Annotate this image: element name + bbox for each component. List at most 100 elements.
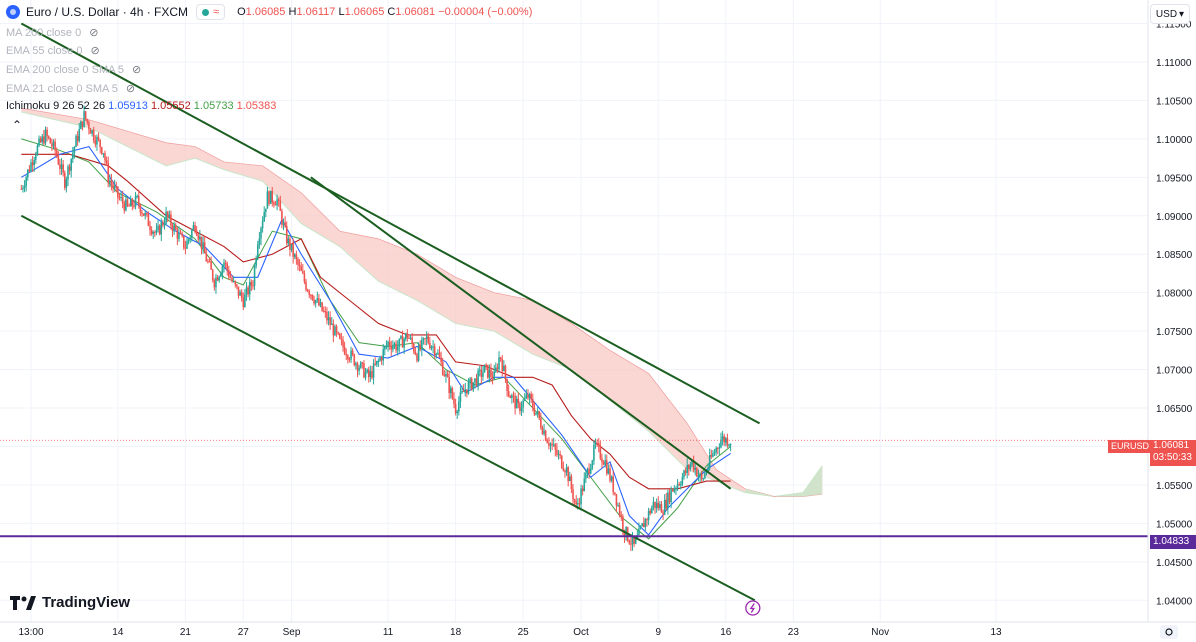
candle-body xyxy=(250,281,253,286)
alert-flash-icon[interactable] xyxy=(745,600,761,616)
candle-body xyxy=(449,388,452,394)
candle-body xyxy=(47,136,50,139)
tradingview-logo[interactable]: TradingView xyxy=(10,594,130,611)
candle-body xyxy=(171,225,174,232)
candle-body xyxy=(562,467,565,471)
support-level-tag: 1.04833 xyxy=(1150,535,1196,549)
candle-body xyxy=(697,475,700,477)
candle-body xyxy=(195,230,198,236)
grid-layer xyxy=(0,0,1148,622)
candle-body xyxy=(503,365,505,371)
candle-body xyxy=(226,263,229,271)
candle-body xyxy=(109,180,111,183)
candle-body xyxy=(141,212,143,214)
candle-body xyxy=(144,213,146,216)
candle-body xyxy=(602,462,605,465)
indicator-ma200[interactable]: MA 200 close 0 ⊘ xyxy=(6,27,99,39)
candle-body xyxy=(289,238,291,251)
indicator-ema55[interactable]: EMA 55 close 0 ⊘ xyxy=(6,45,100,57)
candle-body xyxy=(240,292,243,298)
candle-body xyxy=(35,154,37,160)
candle-body xyxy=(605,460,608,474)
candle-body xyxy=(712,453,714,457)
candle-body xyxy=(73,147,76,153)
candle-body xyxy=(549,443,552,446)
candle-body xyxy=(372,363,375,378)
currency-button[interactable]: USD ▾ xyxy=(1150,4,1190,24)
candle-body xyxy=(252,285,254,287)
y-tick-label: 1.09000 xyxy=(1156,212,1193,223)
indicator-ichimoku[interactable]: Ichimoku 9 26 52 26 1.05913 1.05552 1.05… xyxy=(6,100,277,112)
candle-body xyxy=(490,369,492,377)
candle-body xyxy=(208,261,211,263)
candle-body xyxy=(604,460,606,465)
candle-body xyxy=(80,121,82,129)
candle-body xyxy=(295,254,298,260)
candle-body xyxy=(536,411,539,413)
eye-hidden-icon[interactable]: ⊘ xyxy=(132,64,142,76)
candle-body xyxy=(255,258,257,266)
candle-body xyxy=(416,354,418,361)
candle-body xyxy=(480,369,483,377)
eye-hidden-icon[interactable]: ⊘ xyxy=(125,83,136,95)
candle-body xyxy=(488,369,491,378)
eye-hidden-icon[interactable]: ⊘ xyxy=(90,45,100,57)
candle-body xyxy=(631,537,634,545)
market-status-badge[interactable]: ≈ xyxy=(196,4,226,20)
collapse-legend-icon[interactable]: ⌃ xyxy=(12,118,23,132)
candle-body xyxy=(437,352,439,354)
candle-body xyxy=(274,204,277,206)
candle-body xyxy=(421,339,423,350)
candle-body xyxy=(662,512,664,515)
candle-body xyxy=(544,430,547,441)
candle-body xyxy=(366,369,368,373)
candle-body xyxy=(163,223,166,226)
eye-hidden-icon[interactable]: ⊘ xyxy=(89,27,99,39)
y-tick-label: 1.07000 xyxy=(1156,366,1193,377)
candle-body xyxy=(538,411,541,419)
candle-body xyxy=(686,465,688,473)
candle-body xyxy=(335,326,338,333)
candle-body xyxy=(527,394,529,399)
candle-body xyxy=(136,195,138,197)
candle-body xyxy=(522,400,524,408)
cloud-span-b xyxy=(21,107,823,497)
candle-body xyxy=(581,488,584,491)
candle-body xyxy=(548,443,550,446)
y-tick-label: 1.06500 xyxy=(1156,404,1193,415)
candle-body xyxy=(199,236,201,240)
chevron-down-icon: ▾ xyxy=(1179,8,1185,20)
candle-body xyxy=(107,162,109,183)
settings-icon[interactable] xyxy=(1160,625,1178,639)
candle-body xyxy=(720,439,722,448)
upper-channel-line[interactable] xyxy=(20,22,761,425)
candle-body xyxy=(203,242,206,254)
indicator-ema200[interactable]: EMA 200 close 0 SMA 5 ⊘ xyxy=(6,64,142,76)
candle-body xyxy=(279,200,282,211)
candle-body xyxy=(628,540,631,544)
candle-body xyxy=(337,332,339,334)
candle-body xyxy=(641,523,643,527)
candle-body xyxy=(298,264,301,267)
candle-body xyxy=(139,204,142,213)
candle-body xyxy=(707,467,709,472)
candle-body xyxy=(671,489,674,492)
candle-body xyxy=(412,343,415,352)
candle-body xyxy=(248,281,251,295)
x-tick-label: 14 xyxy=(112,627,124,638)
mid-trendline[interactable] xyxy=(310,176,732,490)
symbol-header[interactable]: Euro / U.S. Dollar · 4h · FXCM ≈ O1.0608… xyxy=(6,4,532,20)
candle-body xyxy=(384,346,386,350)
candle-body xyxy=(435,353,438,356)
candle-body xyxy=(580,488,582,505)
candle-body xyxy=(112,184,114,189)
indicator-ema21[interactable]: EMA 21 close 0 SMA 5 ⊘ xyxy=(6,83,136,95)
candle-body xyxy=(231,277,233,282)
candle-body xyxy=(356,363,359,371)
candle-body xyxy=(102,153,105,155)
candle-body xyxy=(273,202,275,205)
symbol-title[interactable]: Euro / U.S. Dollar · 4h · FXCM xyxy=(26,5,189,19)
candle-body xyxy=(30,162,32,172)
